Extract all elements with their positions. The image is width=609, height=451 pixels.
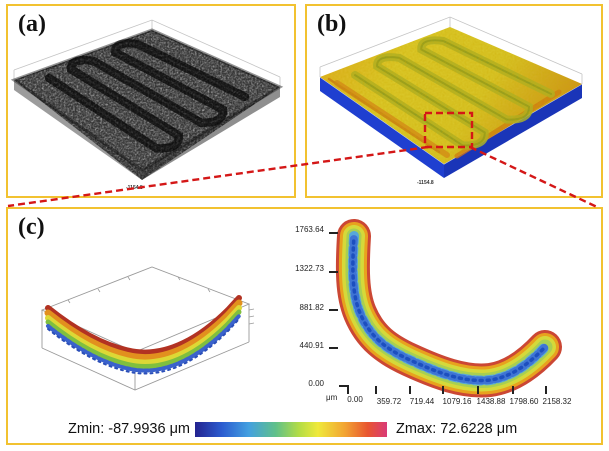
panel-b: (b) -1154.8 xyxy=(305,4,603,198)
panel-b-label: (b) xyxy=(317,11,347,37)
map-y-tick xyxy=(329,347,338,349)
groove-detail-views xyxy=(40,209,601,443)
groove-2d-map xyxy=(353,236,545,380)
map-x-tick-label: 1079.16 xyxy=(442,397,472,406)
map-x-tick-label: 2158.32 xyxy=(542,397,572,406)
map-x-tick-label: 1798.60 xyxy=(509,397,539,406)
panel-c-label: (c) xyxy=(18,214,45,240)
panel-b-z-axis-value: -1154.8 xyxy=(417,180,434,186)
map-y-tick xyxy=(329,271,338,273)
map-y-tick-label: 440.91 xyxy=(299,341,324,350)
wireframe-box xyxy=(40,266,255,391)
axis-origin-bracket xyxy=(339,385,349,394)
bounding-box-wireframe xyxy=(13,19,281,87)
colorbar-gradient xyxy=(195,422,387,437)
map-y-tick xyxy=(329,232,338,234)
map-x-tick xyxy=(375,386,377,394)
map-unit-label: μm xyxy=(326,393,338,402)
map-x-tick xyxy=(442,386,444,394)
panel-a: (a) -1154.8 xyxy=(6,4,296,198)
map-x-tick xyxy=(512,386,514,394)
map-y-tick-label: 881.82 xyxy=(299,303,324,312)
groove-ribbon-3d xyxy=(48,298,239,375)
map-x-tick xyxy=(477,386,479,394)
color-3d-surface xyxy=(319,16,583,178)
map-x-tick xyxy=(409,386,411,394)
map-y-tick-label: 0.00 xyxy=(308,379,324,388)
bounding-box-wireframe xyxy=(319,16,583,84)
panel-c: (c) 1763.64 1322.73 881.82 440.91 0.00 μ… xyxy=(6,207,603,445)
map-x-tick-label: 719.44 xyxy=(409,397,435,406)
map-x-tick-label: 359.72 xyxy=(376,397,402,406)
panel-a-label: (a) xyxy=(18,11,46,37)
map-y-tick xyxy=(329,309,338,311)
zmax-label: Zmax: 72.6228 μm xyxy=(396,421,518,437)
zmin-label: Zmin: -87.9936 μm xyxy=(68,421,190,437)
map-y-tick-label: 1322.73 xyxy=(295,264,324,273)
map-x-tick-label: 0.00 xyxy=(347,395,363,404)
grayscale-3d-surface xyxy=(10,19,284,180)
map-x-tick-label: 1438.88 xyxy=(476,397,506,406)
map-x-tick xyxy=(545,386,547,394)
map-y-tick-label: 1763.64 xyxy=(295,225,324,234)
panel-a-z-axis-value: -1154.8 xyxy=(126,185,143,191)
